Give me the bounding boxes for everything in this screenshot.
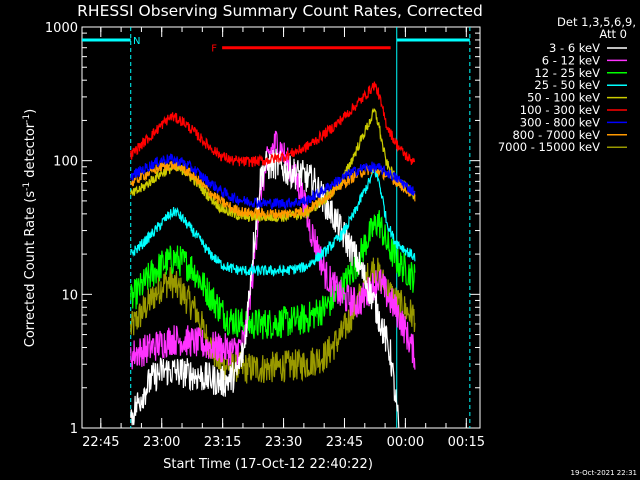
x-tick-label: 23:45 bbox=[326, 435, 363, 450]
x-tick-label: 23:00 bbox=[143, 435, 180, 450]
x-tick-label: 22:45 bbox=[82, 435, 119, 450]
y-tick-label: 1000 bbox=[45, 21, 78, 36]
plot-frame bbox=[81, 26, 481, 429]
y-axis-label-end: ) bbox=[23, 109, 38, 114]
series-line bbox=[130, 153, 416, 210]
legend-label: 300 - 800 keV bbox=[520, 115, 600, 129]
legend-label: 100 - 300 keV bbox=[520, 103, 600, 117]
flag-label: F bbox=[211, 44, 217, 55]
x-tick-label: 00:00 bbox=[387, 435, 424, 450]
legend-label: 7000 - 15000 keV bbox=[498, 140, 600, 154]
y-tick-label: 1 bbox=[70, 422, 78, 437]
footer-timestamp: 19-Oct-2021 22:31 bbox=[571, 469, 637, 477]
y-tick-label: 10 bbox=[61, 288, 78, 303]
y-tick-label: 100 bbox=[53, 155, 78, 170]
y-axis-label-main: Corrected Count Rate (s bbox=[23, 191, 38, 348]
series-line bbox=[130, 210, 416, 340]
x-axis-label: Start Time (17-Oct-12 22:40:22) bbox=[163, 457, 373, 472]
legend-header-line-1: Det 1,3,5,6,9, bbox=[557, 15, 636, 29]
x-tick-label: 00:15 bbox=[448, 435, 485, 450]
y-axis-label-exponent-2: -1 bbox=[22, 114, 32, 123]
y-axis-label-middle: detector bbox=[23, 122, 38, 182]
legend-label: 50 - 100 keV bbox=[527, 91, 600, 105]
x-tick-label: 23:30 bbox=[265, 435, 302, 450]
legend-header-line-2: Att 0 bbox=[599, 27, 627, 41]
legend-label: 25 - 50 keV bbox=[534, 78, 600, 92]
legend-label: 6 - 12 keV bbox=[542, 53, 600, 67]
series-line bbox=[130, 148, 400, 428]
series-line bbox=[130, 165, 416, 277]
flag-label: N bbox=[133, 36, 140, 47]
x-tick-label: 23:15 bbox=[204, 435, 241, 450]
legend-label: 800 - 7000 keV bbox=[512, 128, 600, 142]
legend-label: 3 - 6 keV bbox=[549, 41, 600, 55]
series-line bbox=[130, 81, 416, 168]
legend-label: 12 - 25 keV bbox=[534, 66, 600, 80]
chart-title: RHESSI Observing Summary Count Rates, Co… bbox=[77, 2, 483, 20]
series-line bbox=[130, 107, 416, 223]
plot-area: 1 10 100 1000 22:45 23:00 23:15 23:30 23:45 00:00… bbox=[45, 21, 485, 450]
y-axis-label-exponent-1: -1 bbox=[22, 182, 32, 191]
y-axis-label: Corrected Count Rate (s-1 detector-1) bbox=[22, 109, 38, 347]
series-line bbox=[130, 257, 416, 384]
